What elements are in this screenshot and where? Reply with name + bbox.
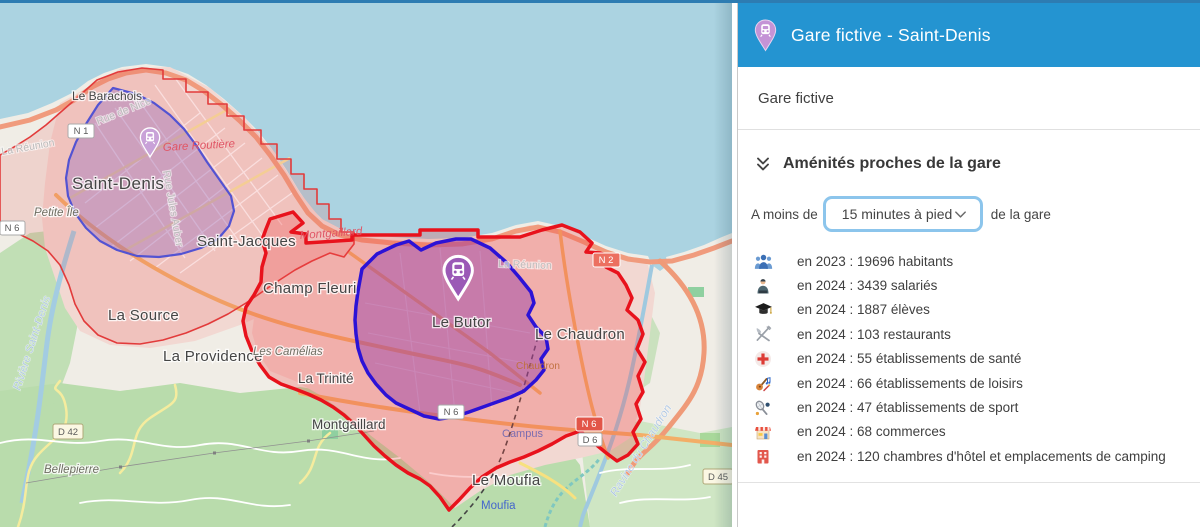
badge-n2: N 2 <box>599 255 614 266</box>
badge-d42: D 42 <box>58 427 78 438</box>
chevron-down-icon <box>954 210 966 218</box>
map-label-le-barachois: Le Barachois <box>72 89 142 103</box>
amenity-text: en 2024 : 66 établissements de loisirs <box>797 375 1023 391</box>
road-badges: N 1 N 6 N 2 N 6 N 6 D 6 D 42 D 45 <box>0 123 732 485</box>
badge-n1: N 1 <box>74 126 89 137</box>
amenity-text: en 2024 : 68 commerces <box>797 424 946 440</box>
map-label-saint-denis: Saint-Denis <box>72 174 164 193</box>
shop-icon <box>752 423 774 441</box>
hotel-icon <box>752 447 774 465</box>
amenity-text: en 2024 : 55 établissements de santé <box>797 351 1022 367</box>
window-top-strip <box>0 0 1200 3</box>
map-canvas[interactable]: N 1 N 6 N 2 N 6 N 6 D 6 D 42 D 45 Le Bar… <box>0 3 732 527</box>
amenities-list: en 2023 : 19696 habitants en 2024 : 3439… <box>738 249 1200 469</box>
station-pin-le-butor[interactable] <box>442 254 474 302</box>
map-label-moufia: Moufia <box>481 500 516 512</box>
amenity-row-habitants: en 2023 : 19696 habitants <box>738 249 1200 273</box>
map-label-champ-fleuri: Champ Fleuri <box>263 280 357 297</box>
badge-d6: D 6 <box>583 435 598 446</box>
map-label-gare-routiere: Gare Routière <box>163 138 236 154</box>
filter-prefix: A moins de <box>751 206 818 222</box>
details-panel: Gare fictive - Saint-Denis Gare fictive … <box>737 3 1200 527</box>
map-label-la-trinite: La Trinité <box>298 371 354 386</box>
amenity-row-restaurants: en 2024 : 103 restaurants <box>738 322 1200 346</box>
collapse-chevrons-icon[interactable] <box>753 154 773 174</box>
distance-filter-row: A moins de 15 minutes à pied de la gare <box>751 196 1200 232</box>
leisure-icon <box>752 374 774 392</box>
badge-n6-red: N 6 <box>582 419 597 430</box>
map-label-les-camelias: Les Camélias <box>253 346 323 358</box>
map-label-saint-jacques: Saint-Jacques <box>197 233 296 250</box>
map-label-le-moufia: Le Moufia <box>472 472 541 489</box>
map-panel-gap <box>732 3 737 527</box>
duration-select[interactable]: 15 minutes à pied <box>822 196 983 232</box>
walk-zone-le-butor[interactable] <box>353 237 550 421</box>
amenities-section-header: Aménités proches de la gare <box>753 154 1200 174</box>
badge-n6-mid: N 6 <box>444 407 459 418</box>
map-label-le-butor: Le Butor <box>432 314 491 331</box>
health-icon <box>752 350 774 368</box>
amenity-text: en 2024 : 120 chambres d'hôtel et emplac… <box>797 448 1166 464</box>
amenities-section-title: Aménités proches de la gare <box>783 155 1001 172</box>
train-pin-icon <box>754 18 777 51</box>
amenity-text: en 2024 : 103 restaurants <box>797 326 951 342</box>
restaurant-icon <box>752 325 774 343</box>
amenity-text: en 2024 : 47 établissements de sport <box>797 400 1019 416</box>
railway-line <box>451 336 539 527</box>
map-label-la-reunion-right: La Réunion <box>498 258 552 272</box>
amenity-row-loisirs: en 2024 : 66 établissements de loisirs <box>738 371 1200 395</box>
map-label-bellepierre: Bellepierre <box>44 464 99 476</box>
map-label-montgaillard-station: Montgaillard <box>299 226 363 242</box>
map[interactable]: N 1 N 6 N 2 N 6 N 6 D 6 D 42 D 45 Le Bar… <box>0 3 732 527</box>
map-label-campus: Campus <box>502 428 543 440</box>
graduation-icon <box>752 301 774 319</box>
map-label-la-source: La Source <box>108 307 179 324</box>
road-network <box>0 67 732 527</box>
amenity-row-hotel: en 2024 : 120 chambres d'hôtel et emplac… <box>738 444 1200 468</box>
station-pin-saint-denis[interactable] <box>139 127 161 159</box>
map-label-le-chaudron: Le Chaudron <box>535 326 625 343</box>
panel-header: Gare fictive - Saint-Denis <box>738 3 1200 67</box>
amenity-text: en 2024 : 3439 salariés <box>797 278 938 294</box>
sport-icon <box>752 399 774 417</box>
badge-d45: D 45 <box>708 472 728 483</box>
map-label-montgaillard: Montgaillard <box>312 417 386 432</box>
power-line <box>25 430 375 484</box>
amenity-row-sport: en 2024 : 47 établissements de sport <box>738 395 1200 419</box>
amenity-text: en 2024 : 1887 élèves <box>797 302 930 318</box>
map-label-petite-ile: Petite Île <box>34 206 79 219</box>
amenity-row-commerces: en 2024 : 68 commerces <box>738 420 1200 444</box>
badge-n6-left: N 6 <box>5 223 20 234</box>
amenity-row-sante: en 2024 : 55 établissements de santé <box>738 347 1200 371</box>
station-name: Gare fictive <box>738 67 1200 130</box>
walk-zone-saint-denis[interactable] <box>64 86 236 259</box>
rivers <box>19 230 654 527</box>
amenity-row-eleves: en 2024 : 1887 élèves <box>738 298 1200 322</box>
map-label-la-providence: La Providence <box>163 348 263 365</box>
worker-icon <box>752 277 774 295</box>
filter-suffix: de la gare <box>990 206 1051 222</box>
amenity-text: en 2023 : 19696 habitants <box>797 253 954 269</box>
map-label-chaudron: Chaudron <box>516 361 560 372</box>
amenity-row-salaries: en 2024 : 3439 salariés <box>738 273 1200 297</box>
duration-select-value: 15 minutes à pied <box>841 206 953 222</box>
panel-divider <box>738 481 1200 483</box>
panel-title: Gare fictive - Saint-Denis <box>791 24 991 45</box>
people-icon <box>752 252 774 270</box>
